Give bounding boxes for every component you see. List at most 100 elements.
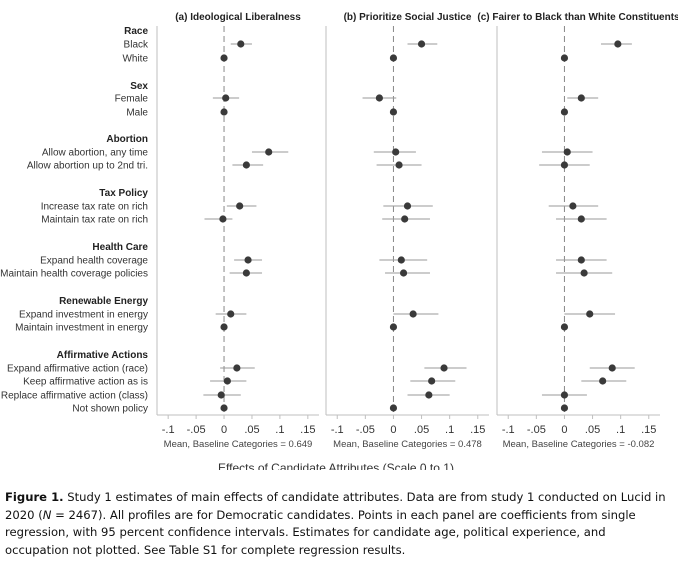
point-estimate: [560, 108, 569, 116]
point-estimate: [389, 404, 398, 412]
level-label-expand-investment-in-energy: Expand investment in energy: [19, 310, 148, 321]
panel-title: (a) Ideological Liberalness: [175, 12, 301, 23]
level-label-maintain-investment-in-energy: Maintain investment in energy: [15, 323, 148, 334]
panel-title: (c) Fairer to Black than White Constitue…: [477, 12, 678, 23]
point-estimate: [580, 269, 588, 277]
coefficient-plot-figure: Race Black White Sex Female Male Abortion Allow…: [0, 12, 678, 470]
baseline-mean-note: Mean, Baseline Categories = 0.478: [333, 439, 482, 450]
panel-a: (a) Ideological Liberalness -.1 -.05 0 .05 .1…: [156, 12, 319, 450]
level-label-black: Black: [124, 40, 149, 51]
point-estimate: [560, 161, 569, 169]
point-estimate: [219, 215, 227, 223]
point-estimate: [409, 310, 417, 318]
point-estimate: [399, 269, 408, 277]
point-estimate: [395, 161, 403, 169]
figure-caption: Figure 1. Study 1 estimates of main effe…: [5, 489, 673, 559]
x-tick-label: .1: [616, 424, 625, 436]
level-label-white: White: [122, 54, 148, 65]
point-estimate: [403, 202, 412, 210]
baseline-mean-note: Mean, Baseline Categories = 0.649: [164, 439, 313, 450]
point-estimate: [220, 404, 228, 412]
point-estimate: [233, 364, 241, 372]
caption-text-1: Study 1 estimates of main effects of can…: [5, 490, 666, 522]
level-label-keep-affirmative-action-as-is: Keep affirmative action as is: [23, 377, 148, 388]
shared-x-axis-label: Effects of Candidate Attributes (Scale 0…: [218, 461, 454, 470]
point-estimate: [389, 323, 398, 331]
level-label-male: Male: [126, 108, 148, 119]
x-tick-label: -.1: [331, 424, 344, 436]
point-estimate: [217, 391, 225, 399]
point-estimate: [428, 377, 436, 385]
point-estimate: [242, 161, 250, 169]
group-title-affirmative-actions: Affirmative Actions: [57, 350, 149, 361]
caption-text-2: = 2467). All profiles are for Democratic…: [5, 507, 636, 557]
point-estimate: [244, 256, 252, 264]
level-label-allow-abortion-up-to-2nd-tri: Allow abortion up to 2nd tri.: [27, 161, 148, 172]
point-estimate: [389, 108, 398, 116]
x-tick-label: -.1: [162, 424, 175, 436]
group-title-abortion: Abortion: [106, 134, 148, 145]
caption-lead: Figure 1.: [5, 490, 64, 504]
caption-n-symbol: N: [42, 507, 52, 522]
point-estimate: [220, 54, 228, 62]
point-estimate: [222, 94, 230, 102]
level-label-increase-tax-rate-on-rich: Increase tax rate on rich: [41, 202, 148, 213]
panel-b: (b) Prioritize Social Justice -.1 -.05 0 .05…: [325, 12, 489, 450]
group-title-health-care: Health Care: [92, 242, 148, 253]
group-title-tax-policy: Tax Policy: [99, 188, 148, 199]
x-tick-label: .1: [275, 424, 284, 436]
level-label-expand-affirmative-action-race: Expand affirmative action (race): [7, 364, 148, 375]
x-tick-label: -.05: [187, 424, 206, 436]
panel-title: (b) Prioritize Social Justice: [344, 12, 472, 23]
point-estimate: [440, 364, 448, 372]
attribute-labels: Race Black White Sex Female Male Abortion Allow…: [0, 26, 149, 415]
group-title-sex: Sex: [130, 81, 148, 92]
point-estimate: [389, 54, 398, 62]
x-tick-label: .15: [470, 424, 485, 436]
point-estimate: [577, 215, 585, 223]
coefficient-panels: (a) Ideological Liberalness -.1 -.05 0 .05 .1…: [156, 12, 678, 450]
x-tick-label: .05: [585, 424, 600, 436]
level-label-not-shown-policy: Not shown policy: [72, 404, 148, 415]
panel-c: (c) Fairer to Black than White Constitue…: [477, 12, 678, 450]
x-tick-label: -.1: [502, 424, 515, 436]
point-estimate: [220, 323, 228, 331]
point-estimate: [608, 364, 616, 372]
point-estimate: [577, 94, 585, 102]
x-tick-label: -.05: [527, 424, 546, 436]
point-estimate: [236, 202, 244, 210]
point-estimate: [227, 310, 235, 318]
x-tick-label: .15: [300, 424, 315, 436]
point-estimate: [392, 148, 400, 156]
point-estimate: [223, 377, 231, 385]
point-estimate: [375, 94, 383, 102]
x-tick-label: .05: [414, 424, 429, 436]
point-estimate: [220, 108, 228, 116]
point-estimate: [417, 40, 426, 48]
point-estimate: [586, 310, 594, 318]
level-label-female: Female: [115, 94, 149, 105]
group-title-renewable-energy: Renewable Energy: [59, 296, 148, 307]
level-label-maintain-tax-rate-on-rich: Maintain tax rate on rich: [41, 215, 148, 226]
point-estimate: [569, 202, 577, 210]
group-title-race: Race: [124, 26, 148, 37]
level-label-allow-abortion-any-time: Allow abortion, any time: [42, 148, 149, 159]
point-estimate: [599, 377, 607, 385]
point-estimate: [560, 391, 569, 399]
x-tick-label: .1: [445, 424, 454, 436]
x-tick-label: 0: [561, 424, 567, 436]
point-estimate: [265, 148, 273, 156]
point-estimate: [242, 269, 250, 277]
point-estimate: [425, 391, 433, 399]
x-tick-label: 0: [390, 424, 396, 436]
point-estimate: [560, 54, 569, 62]
point-estimate: [401, 215, 409, 223]
point-estimate: [237, 40, 245, 48]
point-estimate: [563, 148, 571, 156]
point-estimate: [577, 256, 585, 264]
x-tick-label: 0: [221, 424, 227, 436]
x-tick-label: .15: [641, 424, 656, 436]
x-tick-label: .05: [244, 424, 259, 436]
point-estimate: [560, 404, 569, 412]
baseline-mean-note: Mean, Baseline Categories = -0.082: [503, 439, 655, 450]
